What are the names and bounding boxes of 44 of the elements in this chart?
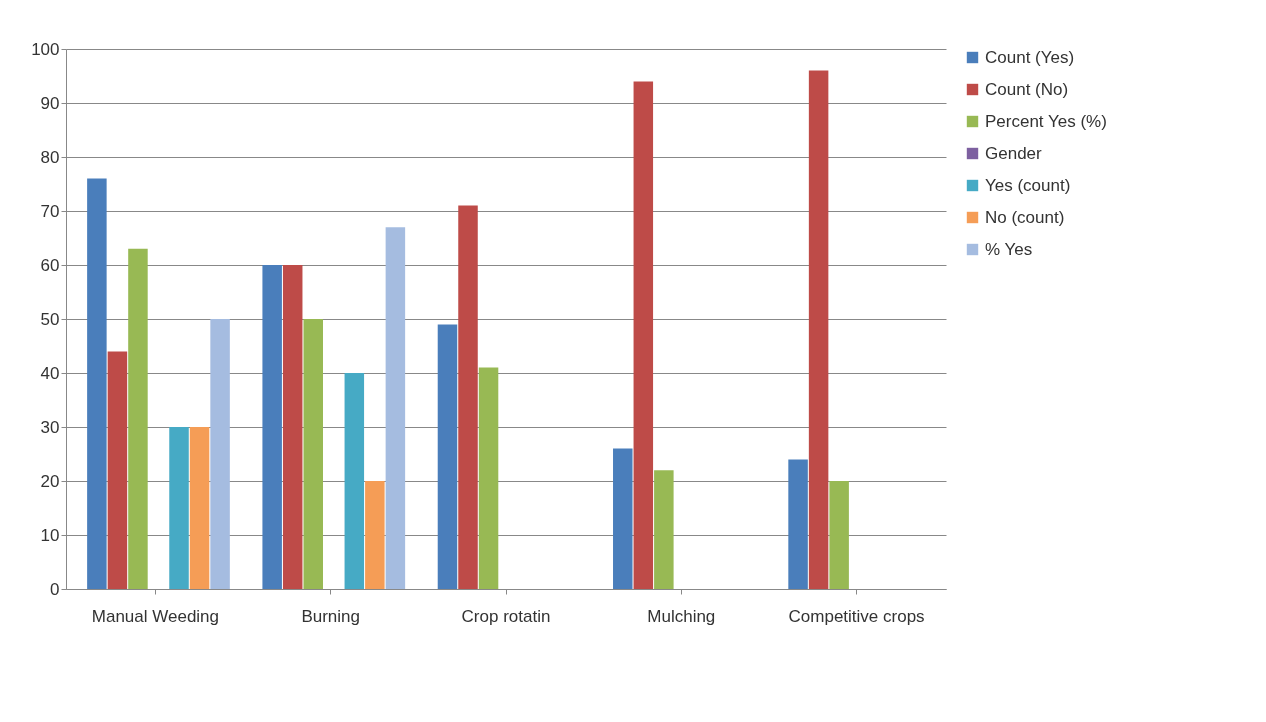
y-tick-label: 40 xyxy=(40,363,60,383)
bar xyxy=(169,427,189,589)
bar xyxy=(654,470,674,589)
bar xyxy=(344,373,365,589)
bar xyxy=(303,319,323,589)
legend-label: % Yes xyxy=(985,239,1033,259)
y-tick-label: 70 xyxy=(40,201,60,221)
bar xyxy=(829,481,849,589)
bar xyxy=(262,265,282,589)
y-tick-label: 100 xyxy=(31,39,60,59)
bar xyxy=(633,81,654,589)
bar xyxy=(128,248,148,589)
bar xyxy=(365,481,385,589)
legend-label: Yes (count) xyxy=(985,175,1071,195)
legend-label: Gender xyxy=(985,143,1043,163)
y-tick-label: 10 xyxy=(40,525,60,545)
legend-label: No (count) xyxy=(985,207,1065,227)
y-tick-label: 0 xyxy=(50,579,60,599)
y-tick-label: 80 xyxy=(40,147,60,167)
bar xyxy=(87,178,107,589)
bar xyxy=(808,70,829,589)
bar xyxy=(189,427,210,589)
y-tick-label: 30 xyxy=(40,417,60,437)
x-tick-label: Burning xyxy=(301,606,361,626)
bar xyxy=(788,459,808,589)
legend-label: Percent Yes (%) xyxy=(985,111,1107,131)
bar xyxy=(210,319,230,589)
y-tick-label: 90 xyxy=(40,93,60,113)
x-tick-label: Competitive crops xyxy=(788,606,925,626)
bar xyxy=(437,324,458,589)
bar xyxy=(282,265,303,589)
legend-label: Count (No) xyxy=(985,79,1069,99)
x-tick-label: Crop rotatin xyxy=(461,606,551,626)
bar xyxy=(613,448,633,589)
y-tick-label: 50 xyxy=(40,309,60,329)
bar xyxy=(385,227,406,589)
legend-label: Count (Yes) xyxy=(985,47,1075,67)
y-tick-label: 20 xyxy=(40,471,60,491)
y-tick-label: 60 xyxy=(40,255,60,275)
bar xyxy=(458,205,478,589)
x-tick-label: Mulching xyxy=(647,606,716,626)
x-tick-label: Manual Weeding xyxy=(91,606,220,626)
bar xyxy=(107,351,128,589)
bar xyxy=(478,367,499,589)
